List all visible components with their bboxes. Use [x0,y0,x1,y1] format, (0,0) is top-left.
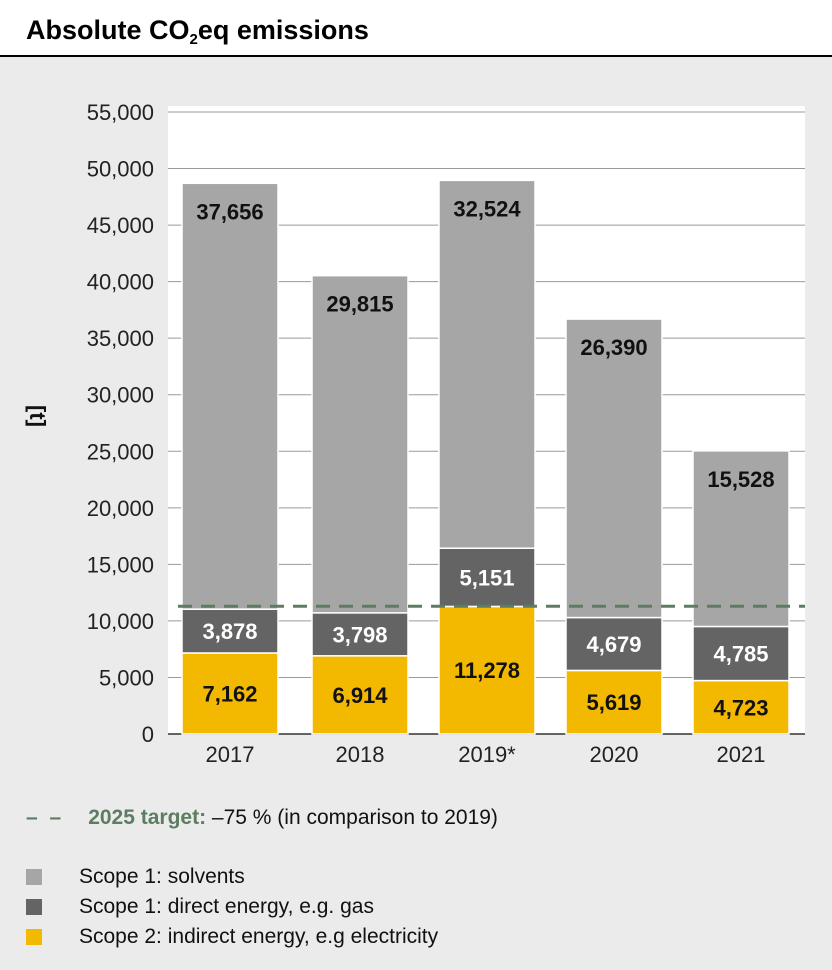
data-label: 32,524 [453,196,521,221]
data-label: 5,151 [459,565,514,590]
x-tick-label: 2018 [336,742,385,767]
y-tick-label: 30,000 [87,383,154,408]
legend-item-direct-energy: Scope 1: direct energy, e.g. gas [26,892,438,922]
y-tick-label: 5,000 [99,665,154,690]
bar-indirect-energy [692,679,790,735]
bar-direct-energy [565,616,663,672]
data-label: 29,815 [326,292,393,317]
data-label: 7,162 [202,682,257,707]
bar-solvents [438,179,536,549]
x-tick-label: 2020 [590,742,639,767]
target-text: –75 % (in comparison to 2019) [206,806,498,829]
bar-indirect-energy [181,652,279,735]
data-label: 11,278 [454,658,520,683]
bar-solvents [311,274,409,614]
legend-label-solvents: Scope 1: solvents [79,865,245,888]
target-label: 2025 target: [88,806,207,829]
bar-solvents [181,182,279,610]
legend-swatch-solvents [26,869,42,885]
data-label: 4,723 [713,695,768,720]
y-tick-label: 20,000 [87,496,154,521]
bar-indirect-energy [311,655,409,735]
y-tick-label: 40,000 [87,270,154,295]
chart-header: Absolute CO2eq emissions [0,0,832,57]
stacked-bar-chart: 0 5,000 10,000 15,000 20,000 25,000 30,000 35,0… [87,100,805,767]
y-tick-label: 35,000 [87,326,154,351]
data-label: 4,785 [713,642,768,667]
y-tick-label: 0 [142,722,154,747]
bar-solvents [565,318,663,619]
y-tick-label: 55,000 [87,100,154,125]
y-tick-label: 15,000 [87,552,154,577]
legend-swatch-direct-energy [26,899,42,915]
data-label: 3,798 [332,622,387,647]
x-tick-label: 2019* [458,742,516,767]
bar-indirect-energy [565,669,663,735]
legend-item-solvents: Scope 1: solvents [26,862,438,892]
legend-item-indirect-energy: Scope 2: indirect energy, e.g electricit… [26,922,438,952]
y-tick-label: 25,000 [87,439,154,464]
data-label: 15,528 [707,467,774,492]
data-label: 6,914 [332,683,388,708]
chart-title: Absolute CO2eq emissions [26,15,369,48]
data-label: 3,878 [202,619,257,644]
data-label: 37,656 [196,199,263,224]
data-label: 4,679 [586,632,641,657]
data-label: 26,390 [580,335,647,360]
target-legend: – – 2025 target: –75 % (in comparison to … [26,806,498,830]
bar-direct-energy [692,625,790,682]
y-tick-label: 10,000 [87,609,154,634]
data-label: 5,619 [586,690,641,715]
x-tick-label: 2017 [206,742,255,767]
y-tick-label: 50,000 [87,157,154,182]
series-legend: Scope 1: solvents Scope 1: direct energy… [26,862,438,952]
x-tick-label: 2021 [717,742,766,767]
target-dash-icon: – – [26,806,65,829]
bar-direct-energy [438,547,536,608]
y-tick-label: 45,000 [87,213,154,238]
legend-swatch-indirect-energy [26,929,42,945]
y-axis-unit-label: [t] [25,405,50,427]
legend-label-indirect-energy: Scope 2: indirect energy, e.g electricit… [79,925,439,948]
legend-label-direct-energy: Scope 1: direct energy, e.g. gas [79,895,374,918]
bar-solvents [692,450,790,628]
